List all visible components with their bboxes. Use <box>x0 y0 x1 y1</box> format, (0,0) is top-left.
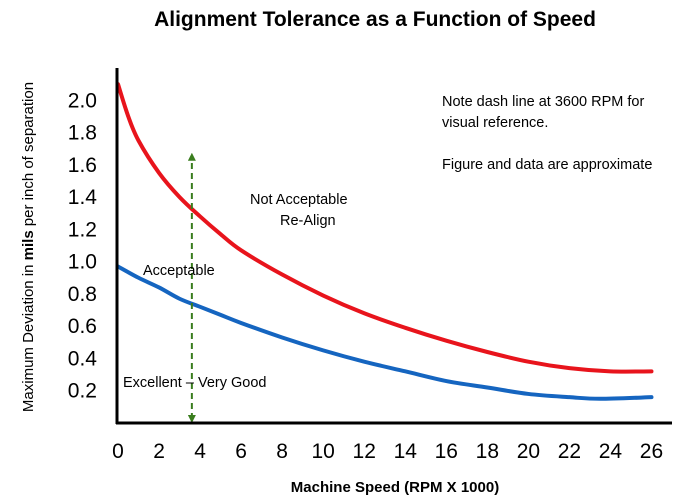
x-tick-label: 16 <box>435 440 458 463</box>
x-tick-label: 6 <box>235 440 247 463</box>
x-tick-label: 24 <box>599 440 623 463</box>
x-tick-label: 12 <box>353 440 376 463</box>
annotation-not-acceptable: Not Acceptable <box>250 192 348 208</box>
x-tick-label: 14 <box>394 440 418 463</box>
chart-title: Alignment Tolerance as a Function of Spe… <box>154 8 596 31</box>
y-tick-label: 1.2 <box>68 218 97 241</box>
series-line-1 <box>116 82 654 374</box>
y-tick-label: 0.4 <box>68 347 98 370</box>
y-tick-label: 0.8 <box>68 283 97 306</box>
y-tick-label: 0.6 <box>68 315 97 338</box>
note-line-1: Note dash line at 3600 RPM for <box>442 94 644 110</box>
note-line-2: visual reference. <box>442 115 548 131</box>
y-tick-label: 1.8 <box>68 122 97 145</box>
x-tick-label: 26 <box>640 440 663 463</box>
x-tick-label: 10 <box>312 440 335 463</box>
y-tick-label: 1.0 <box>68 251 97 274</box>
y-tick-labels: 0.2 0.4 0.6 0.8 1.0 1.2 1.4 1.6 1.8 2.0 <box>68 89 98 402</box>
y-axis-label-part-1: Maximum Deviation in <box>20 260 37 412</box>
y-tick-label: 1.4 <box>68 186 98 209</box>
x-axis-label: Machine Speed (RPM X 1000) <box>291 479 499 496</box>
y-axis-label: Maximum Deviation in mils per inch of se… <box>20 82 37 412</box>
y-tick-label: 1.6 <box>68 154 97 177</box>
note-approximate: Figure and data are approximate <box>442 157 652 173</box>
y-tick-label: 2.0 <box>68 89 97 112</box>
y-tick-label: 0.2 <box>68 380 97 403</box>
plot-area <box>116 82 654 423</box>
annotation-excellent: Excellent – Very Good <box>123 375 266 391</box>
y-axis-label-part-3: per inch of separation <box>20 82 37 230</box>
x-tick-label: 22 <box>558 440 581 463</box>
y-axis-label-part-2: mils <box>20 230 37 260</box>
x-tick-label: 8 <box>276 440 288 463</box>
x-tick-label: 18 <box>476 440 499 463</box>
x-tick-label: 2 <box>153 440 165 463</box>
series-line-2 <box>116 264 654 401</box>
x-tick-label: 4 <box>194 440 206 463</box>
annotation-acceptable: Acceptable <box>143 263 215 279</box>
x-tick-labels: 0 2 4 6 8 10 12 14 16 18 20 22 24 26 <box>112 440 663 463</box>
annotation-re-align: Re-Align <box>280 213 336 229</box>
x-tick-label: 20 <box>517 440 540 463</box>
x-tick-label: 0 <box>112 440 124 463</box>
